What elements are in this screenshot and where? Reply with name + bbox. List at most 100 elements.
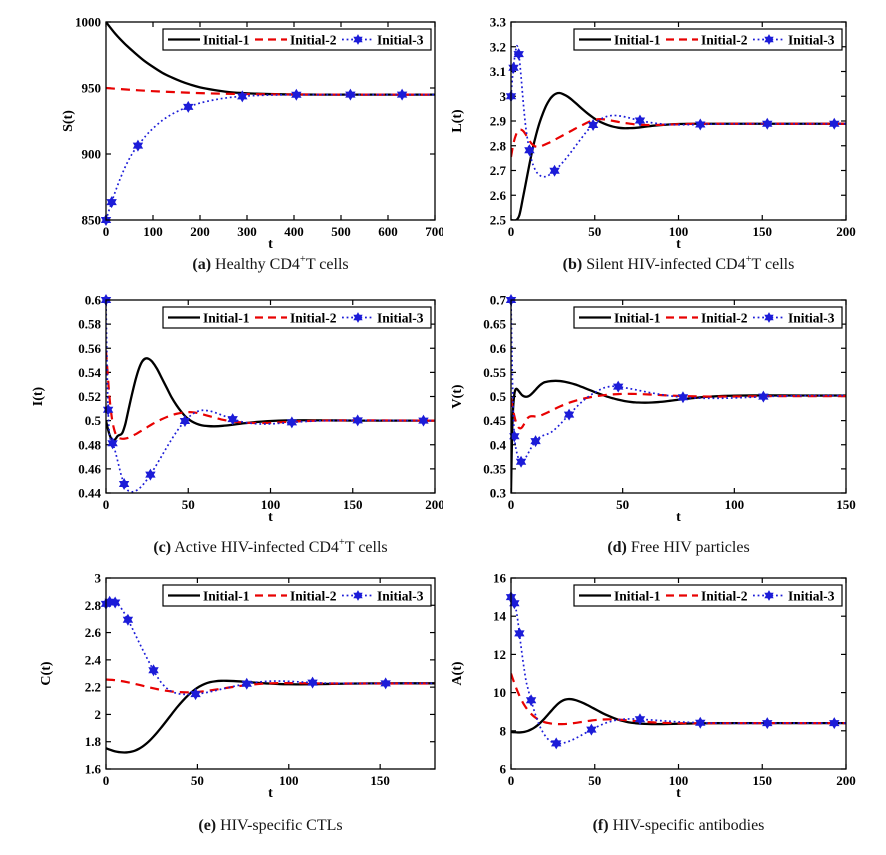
hexagram-marker-icon <box>345 88 356 101</box>
caption-a: (a) Healthy CD4+T cells <box>106 253 435 274</box>
y-tick-label: 900 <box>82 147 102 162</box>
y-tick-label: 14 <box>493 609 507 624</box>
hexagram-marker-icon <box>695 118 706 131</box>
hexagram-marker-icon <box>380 677 391 690</box>
y-axis-label: S(t) <box>61 110 76 132</box>
legend-box <box>573 306 843 329</box>
x-tick-label: 50 <box>191 773 204 788</box>
series-line-initial-1 <box>511 91 846 220</box>
x-tick-label: 100 <box>261 497 281 512</box>
x-tick-label: 400 <box>284 224 304 239</box>
plot-box <box>510 299 847 494</box>
series-markers-initial-3 <box>505 591 840 750</box>
y-tick-label: 0.58 <box>78 317 101 332</box>
series-line-initial-2 <box>511 673 846 726</box>
legend-label: Initial-3 <box>377 32 424 47</box>
legend-label: Initial-2 <box>290 588 337 603</box>
y-tick-label: 0.54 <box>78 365 101 380</box>
caption-a-sup: + <box>299 253 306 265</box>
x-tick-label: 200 <box>425 497 443 512</box>
x-tick-label: 600 <box>378 224 398 239</box>
hexagram-marker-icon <box>563 408 575 421</box>
y-tick-label: 2 <box>95 707 102 722</box>
x-tick-label: 0 <box>103 497 110 512</box>
hexagram-marker-icon <box>514 627 525 640</box>
y-axis-label: V(t) <box>450 384 465 408</box>
hexagram-marker-icon <box>291 88 302 101</box>
caption-b-post: T cells <box>751 256 795 273</box>
hexagram-marker-icon <box>353 34 363 45</box>
hexagram-marker-icon <box>418 414 429 427</box>
x-tick-label: 150 <box>836 497 856 512</box>
series-b <box>511 44 846 220</box>
hexagram-marker-icon <box>513 48 524 61</box>
hexagram-marker-icon <box>515 455 527 468</box>
chart-b: 0 50 100 150 200 2.5 2.6 2.7 2.8 2.9 3 3.1 3.2 3.3 t L(… <box>443 0 886 290</box>
legend-box <box>162 28 432 51</box>
legend-box <box>573 28 843 51</box>
y-tick-label: 3.3 <box>490 15 507 30</box>
legend-label: Initial-1 <box>614 588 661 603</box>
caption-f-pre: HIV-specific antibodies <box>608 817 765 834</box>
hexagram-marker-icon <box>525 694 537 707</box>
hexagram-marker-icon <box>530 435 541 448</box>
x-tick-label: 0 <box>508 497 515 512</box>
y-tick-label: 0.48 <box>78 437 101 452</box>
y-tick-label: 0.44 <box>78 486 101 501</box>
legend-box <box>162 584 432 607</box>
series-line-initial-3 <box>106 93 435 220</box>
x-tick-label: 50 <box>588 773 601 788</box>
chart-d: 0 50 100 150 0.3 0.35 0.4 0.45 0.5 0.55 0.6 0.65 0.7… <box>443 285 886 572</box>
chart-svg-b: 0 50 100 150 200 2.5 2.6 2.7 2.8 2.9 3 3.1 3.2 3.3 t L(… <box>450 15 856 253</box>
subplot-d: 0 50 100 150 0.3 0.35 0.4 0.45 0.5 0.55 0.6 0.65 0.7… <box>443 285 886 567</box>
plot-box <box>510 577 847 770</box>
legend-label: Initial-3 <box>788 32 835 47</box>
hexagram-marker-icon <box>183 100 194 113</box>
caption-c-letter: (c) <box>153 539 172 556</box>
hexagram-marker-icon <box>613 380 624 393</box>
chart-f: 0 50 100 150 200 6 8 10 12 14 16 t A(t) Initial-1 Init… <box>443 567 886 855</box>
caption-b: (b) Silent HIV-infected CD4+T cells <box>511 254 846 274</box>
axes-a: 0 100 200 300 400 500 600 700 850 900 950 1000 <box>75 15 445 240</box>
y-tick-label: 0.52 <box>78 389 101 404</box>
y-tick-label: 0.5 <box>490 389 507 404</box>
legend-label: Initial-3 <box>788 588 835 603</box>
legend-d: Initial-1 Initial-2 Initial-3 <box>573 306 843 329</box>
hexagram-marker-icon <box>677 391 689 404</box>
y-tick-label: 0.6 <box>490 341 507 356</box>
series-line-initial-2 <box>511 118 846 158</box>
y-tick-label: 2.6 <box>85 625 102 640</box>
x-tick-label: 50 <box>182 497 195 512</box>
y-tick-label: 2.8 <box>490 138 507 153</box>
legend-box <box>573 584 843 607</box>
caption-a-pre: Healthy CD4 <box>211 256 300 273</box>
x-tick-label: 700 <box>425 224 443 239</box>
y-axis-label: I(t) <box>31 386 46 406</box>
plot-box <box>105 21 436 221</box>
x-tick-label: 100 <box>669 773 689 788</box>
y-axis-label: C(t) <box>39 661 54 685</box>
caption-e: (e) HIV-specific CTLs <box>106 817 435 835</box>
hexagram-marker-icon <box>829 117 840 130</box>
hexagram-marker-icon <box>764 34 774 45</box>
caption-f: (f) HIV-specific antibodies <box>511 817 846 835</box>
legend-label: Initial-3 <box>377 588 424 603</box>
x-tick-label: 0 <box>508 773 515 788</box>
x-tick-label: 200 <box>836 224 856 239</box>
hexagram-marker-icon <box>758 390 769 403</box>
hexagram-marker-icon <box>762 117 773 130</box>
hexagram-marker-icon <box>695 716 706 729</box>
caption-e-pre: HIV-specific CTLs <box>216 817 343 834</box>
y-tick-label: 0.56 <box>78 341 101 356</box>
hexagram-marker-icon <box>829 717 840 730</box>
x-tick-label: 150 <box>753 224 773 239</box>
y-tick-label: 0.65 <box>483 317 506 332</box>
hexagram-marker-icon <box>179 414 191 427</box>
series-markers-initial-3 <box>505 48 840 177</box>
series-d <box>511 300 846 493</box>
legend-e: Initial-1 Initial-2 Initial-3 <box>162 584 432 607</box>
subplot-f: 0 50 100 150 200 6 8 10 12 14 16 t A(t) Initial-1 Init… <box>443 567 886 850</box>
hexagram-marker-icon <box>109 596 121 609</box>
x-tick-label: 100 <box>279 773 299 788</box>
